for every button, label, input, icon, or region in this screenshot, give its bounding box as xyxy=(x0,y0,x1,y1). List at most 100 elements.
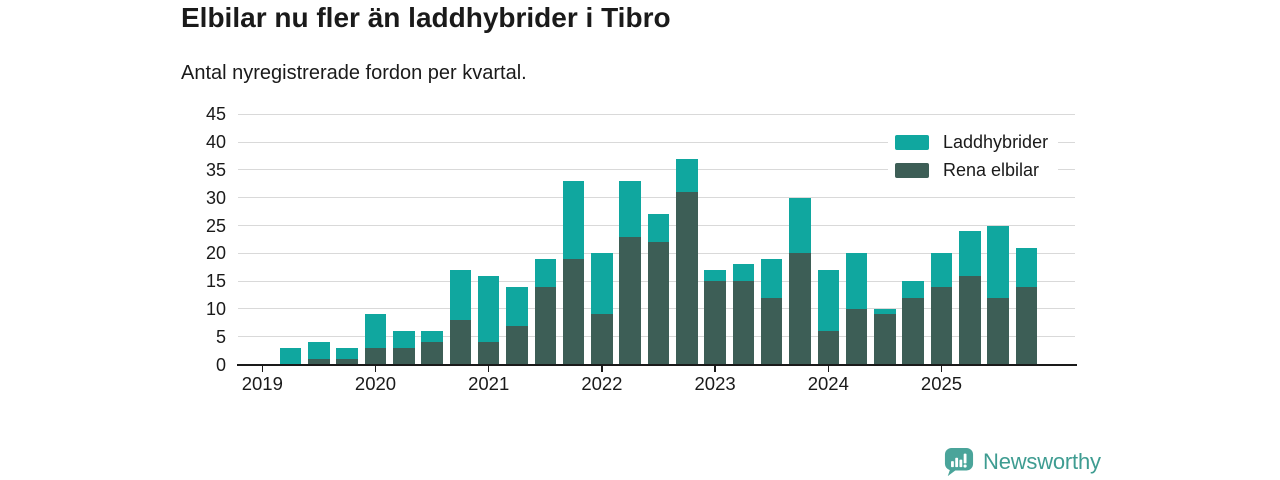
x-axis-tick xyxy=(940,365,943,372)
segment-rena-elbilar xyxy=(534,286,557,365)
chart-title: Elbilar nu fler än laddhybrider i Tibro xyxy=(181,2,671,33)
y-axis-label: 0 xyxy=(215,354,226,375)
segment-laddhybrider xyxy=(1015,247,1038,287)
y-axis-label: 25 xyxy=(205,215,226,236)
segment-rena-elbilar xyxy=(676,192,698,365)
segment-laddhybrider xyxy=(987,225,1009,298)
segment-rena-elbilar xyxy=(874,314,896,365)
segment-rena-elbilar xyxy=(704,281,726,365)
segment-laddhybrider xyxy=(845,253,868,309)
x-axis-tick xyxy=(827,365,830,372)
chart-subtitle: Antal nyregistrerade fordon per kvartal. xyxy=(181,62,527,84)
segment-rena-elbilar xyxy=(562,258,585,365)
segment-rena-elbilar xyxy=(477,342,500,365)
segment-rena-elbilar xyxy=(336,358,358,365)
segment-laddhybrider xyxy=(591,253,613,315)
segment-rena-elbilar xyxy=(449,320,472,365)
segment-laddhybrider xyxy=(676,158,698,193)
segment-rena-elbilar xyxy=(393,347,415,365)
segment-laddhybrider xyxy=(477,275,500,343)
segment-laddhybrider xyxy=(647,214,670,243)
segment-rena-elbilar xyxy=(591,314,613,365)
legend-label: Rena elbilar xyxy=(943,159,1040,180)
segment-rena-elbilar xyxy=(732,281,755,365)
segment-laddhybrider xyxy=(732,264,755,282)
bar-2025-K3 xyxy=(987,225,1009,365)
segment-rena-elbilar xyxy=(619,236,641,365)
segment-laddhybrider xyxy=(279,347,302,365)
segment-rena-elbilar xyxy=(902,297,924,365)
segment-laddhybrider xyxy=(619,181,641,237)
y-axis-label: 45 xyxy=(205,104,226,125)
segment-rena-elbilar xyxy=(845,308,868,365)
gridline-y-40 xyxy=(238,141,1075,143)
x-axis-label: 2025 xyxy=(920,373,963,394)
bar-2025-K2 xyxy=(959,231,981,365)
gridline-y-35 xyxy=(238,169,1075,171)
segment-laddhybrider xyxy=(902,281,924,298)
segment-rena-elbilar xyxy=(817,331,840,365)
gridline-y-30 xyxy=(238,197,1075,199)
legend-label: Laddhybrider xyxy=(943,131,1049,152)
bar-2023-K3 xyxy=(760,258,783,365)
segment-rena-elbilar xyxy=(789,253,811,365)
segment-rena-elbilar xyxy=(308,358,330,365)
bar-2019-K4 xyxy=(336,347,358,365)
segment-rena-elbilar xyxy=(364,347,387,365)
x-axis-tick xyxy=(601,365,603,372)
bar-2020-K2 xyxy=(393,331,415,365)
brand-logo: Newsworthy xyxy=(944,447,1101,477)
x-axis-label: 2023 xyxy=(694,373,736,394)
y-axis-label: 5 xyxy=(215,326,226,347)
legend: Laddhybrider Rena elbilar xyxy=(888,130,1059,186)
segment-rena-elbilar xyxy=(421,342,443,365)
x-axis-label: 2024 xyxy=(807,373,849,394)
bar-2024-K2 xyxy=(845,253,868,365)
segment-laddhybrider xyxy=(534,258,557,287)
bar-2023-K4 xyxy=(789,197,811,365)
segment-rena-elbilar xyxy=(1015,286,1038,365)
segment-rena-elbilar xyxy=(647,242,670,365)
y-axis-label: 20 xyxy=(205,243,226,264)
bar-2020-K4 xyxy=(449,270,472,365)
bar-2023-K1 xyxy=(704,270,726,365)
segment-laddhybrider xyxy=(789,197,811,254)
segment-laddhybrider xyxy=(874,308,896,315)
bar-2024-K1 xyxy=(817,270,840,365)
segment-laddhybrider xyxy=(562,181,585,259)
y-axis-label: 35 xyxy=(205,159,226,180)
y-axis-label: 30 xyxy=(205,187,226,208)
x-axis-tick xyxy=(374,365,377,372)
segment-rena-elbilar xyxy=(930,286,953,365)
x-axis-tick xyxy=(261,365,264,372)
segment-rena-elbilar xyxy=(987,297,1009,365)
segment-laddhybrider xyxy=(817,270,840,332)
bar-2025-K4 xyxy=(1015,247,1038,365)
bar-2022-K2 xyxy=(619,181,641,365)
gridline-y-45 xyxy=(238,113,1075,115)
bar-2021-K3 xyxy=(534,258,557,365)
brand-name: Newsworthy xyxy=(983,449,1101,474)
x-axis-label: 2020 xyxy=(354,373,397,394)
x-axis-label: 2021 xyxy=(468,373,510,394)
segment-rena-elbilar xyxy=(506,325,528,365)
segment-laddhybrider xyxy=(760,258,783,298)
legend-item-laddhybrider: Laddhybrider xyxy=(888,130,1059,154)
segment-laddhybrider xyxy=(364,314,387,348)
x-axis-line xyxy=(237,363,1077,366)
y-axis-label: 40 xyxy=(205,132,226,153)
segment-laddhybrider xyxy=(393,331,415,348)
bar-2025-K1 xyxy=(930,253,953,365)
x-axis-label: 2019 xyxy=(241,373,283,394)
bar-2019-K2 xyxy=(279,347,302,365)
segment-laddhybrider xyxy=(704,270,726,282)
x-axis-tick xyxy=(487,365,490,372)
newsworthy-logo-icon xyxy=(944,447,974,477)
segment-laddhybrider xyxy=(959,231,981,276)
bar-2023-K2 xyxy=(732,264,755,365)
legend-swatch xyxy=(895,134,929,150)
bar-2020-K1 xyxy=(364,314,387,365)
segment-rena-elbilar xyxy=(760,297,783,365)
